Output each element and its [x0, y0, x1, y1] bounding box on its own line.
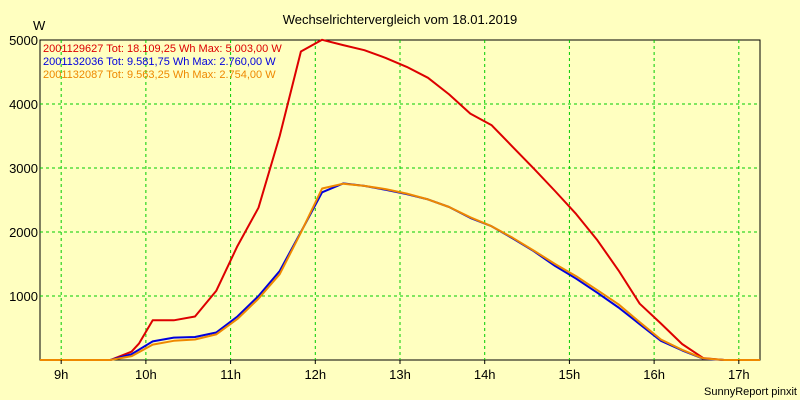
legend-entry-3: 2001132087 Tot: 9.563,25 Wh Max: 2.754,0… — [43, 69, 276, 81]
x-axis-ticks: 9h 10h 11h 12h 13h 14h 15h 16h 17h — [54, 360, 750, 382]
chart-title: Wechselrichtervergleich vom 18.01.2019 — [283, 12, 518, 27]
legend-entry-2: 2001132036 Tot: 9.581,75 Wh Max: 2.760,0… — [43, 56, 276, 68]
x-tick-label: 11h — [220, 367, 241, 382]
x-tick-label: 13h — [389, 367, 411, 382]
x-tick-label: 12h — [304, 367, 326, 382]
x-tick-label: 14h — [474, 367, 496, 382]
series-line-1 — [40, 38, 760, 361]
series-line-3 — [40, 182, 760, 361]
x-tick-label: 15h — [559, 367, 581, 382]
y-tick-label: 4000 — [9, 97, 38, 112]
x-tick-label: 17h — [728, 367, 750, 382]
gridlines — [40, 40, 760, 360]
legend: 2001129627 Tot: 18.109,25 Wh Max: 5.003,… — [43, 43, 282, 81]
x-tick-label: 9h — [54, 367, 68, 382]
x-tick-label: 16h — [643, 367, 665, 382]
legend-entry-1: 2001129627 Tot: 18.109,25 Wh Max: 5.003,… — [43, 43, 282, 55]
series-lines — [40, 38, 760, 361]
y-axis-ticks: 1000 2000 3000 4000 5000 — [9, 33, 38, 304]
y-tick-label: 1000 — [9, 289, 38, 304]
y-axis-unit: W — [33, 18, 46, 33]
y-tick-label: 5000 — [9, 33, 38, 48]
y-tick-label: 2000 — [9, 225, 38, 240]
x-tick-label: 10h — [135, 367, 157, 382]
y-tick-label: 3000 — [9, 161, 38, 176]
footer-credit: SunnyReport pinxit — [704, 386, 797, 398]
